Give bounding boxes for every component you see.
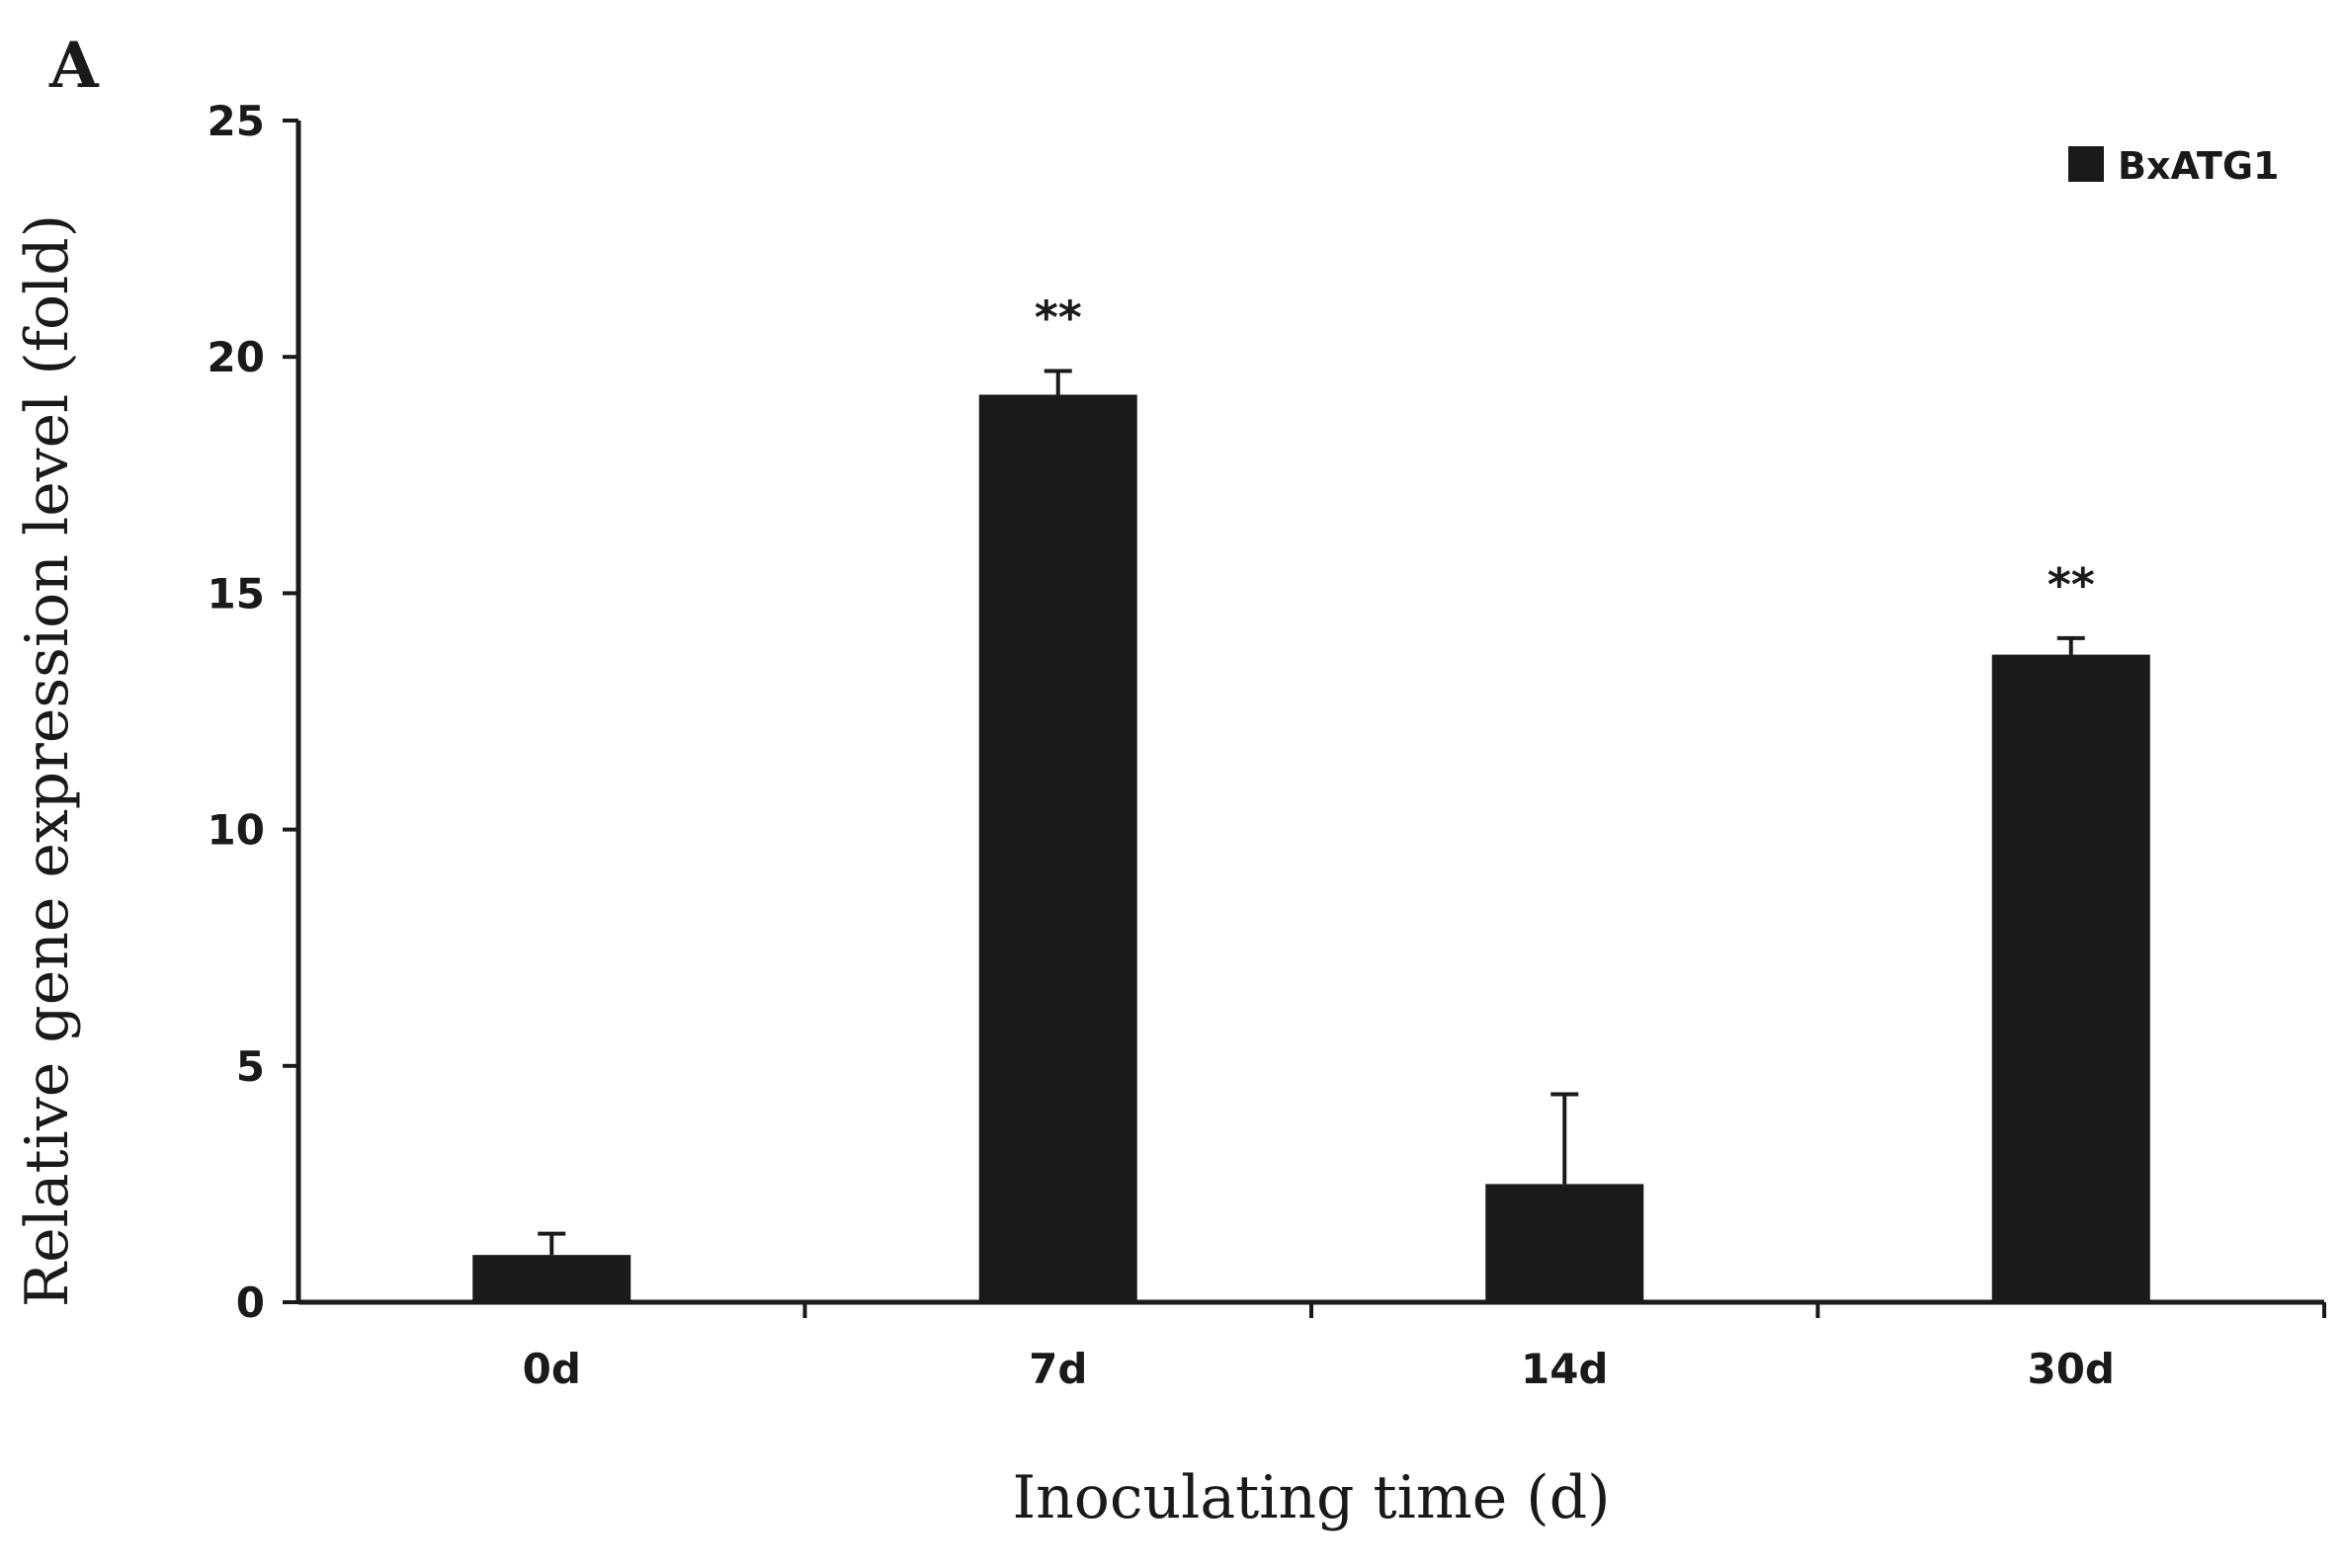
significance-label: **	[2048, 558, 2095, 612]
legend-swatch	[2068, 146, 2104, 182]
y-tick-label: 5	[236, 1042, 265, 1091]
x-axis-title: Inoculating time (d)	[1012, 1463, 1610, 1532]
bar	[1485, 1184, 1644, 1302]
y-tick-label: 25	[208, 97, 265, 145]
x-tick-label: 30d	[2027, 1345, 2115, 1393]
y-tick-label: 20	[208, 333, 265, 381]
x-tick-label: 7d	[1029, 1345, 1087, 1393]
y-axis-title: Relative gene expression level (fold)	[13, 214, 82, 1307]
bar	[978, 394, 1137, 1302]
bar	[472, 1255, 631, 1302]
significance-marks: ** **	[1035, 291, 2095, 612]
panel-letter: A	[48, 29, 100, 103]
legend-label: BxATG1	[2118, 144, 2280, 188]
x-tick-label: 14d	[1521, 1345, 1609, 1393]
y-tick-label: 0	[236, 1279, 265, 1327]
bars	[472, 394, 2150, 1302]
x-tick-label: 0d	[523, 1345, 581, 1393]
y-axis-ticks: 0 5 10 15 20 25	[208, 97, 298, 1327]
y-tick-label: 10	[208, 806, 265, 855]
significance-label: **	[1035, 291, 1082, 345]
legend: BxATG1	[2068, 144, 2280, 188]
x-axis-ticks: 0d 7d 14d 30d	[523, 1302, 2326, 1393]
y-tick-label: 15	[208, 569, 265, 618]
error-bars	[538, 369, 2085, 1256]
bar	[1991, 654, 2150, 1302]
